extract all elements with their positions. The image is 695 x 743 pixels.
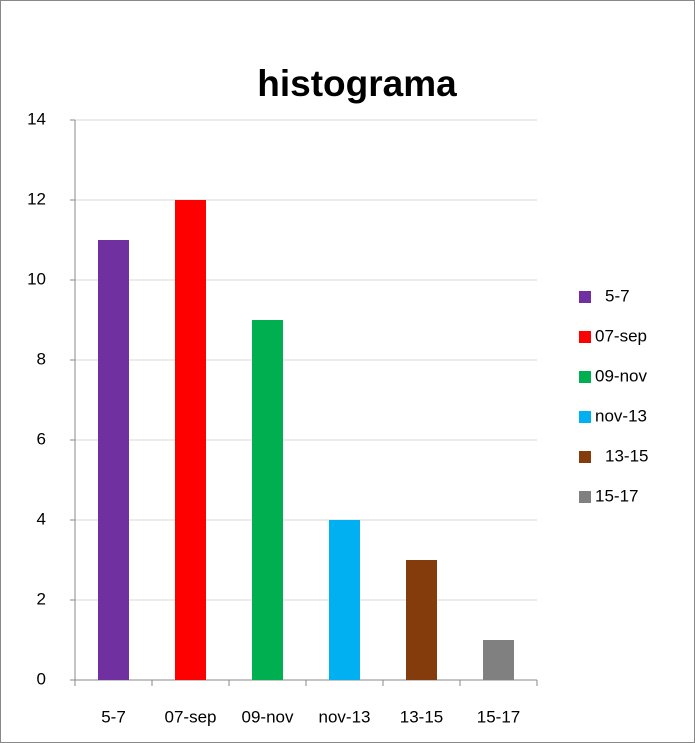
- y-tick-label: 12: [27, 189, 46, 208]
- x-tick-label: 09-nov: [242, 707, 294, 726]
- x-tick-label: 5-7: [101, 707, 126, 726]
- legend-label: 5-7: [605, 286, 630, 305]
- y-tick-label: 0: [37, 669, 46, 688]
- legend-label: nov-13: [595, 406, 647, 425]
- y-tick-label: 6: [37, 429, 46, 448]
- legend-swatch: [579, 491, 591, 503]
- legend-swatch: [579, 451, 591, 463]
- bar: [329, 520, 360, 680]
- bar: [406, 560, 437, 680]
- bar: [98, 240, 129, 680]
- x-tick-label: 07-sep: [165, 707, 217, 726]
- bar: [252, 320, 283, 680]
- legend-swatch: [579, 411, 591, 423]
- x-tick-label: 13-15: [400, 707, 443, 726]
- legend-swatch: [579, 291, 591, 303]
- bar: [175, 200, 206, 680]
- y-tick-label: 4: [37, 509, 46, 528]
- y-tick-label: 2: [37, 589, 46, 608]
- bar: [483, 640, 514, 680]
- legend-swatch: [579, 331, 591, 343]
- legend-label: 07-sep: [595, 326, 647, 345]
- x-tick-label: nov-13: [319, 707, 371, 726]
- legend-label: 15-17: [595, 486, 638, 505]
- x-tick-label: 15-17: [477, 707, 520, 726]
- y-tick-label: 14: [27, 109, 46, 128]
- legend-label: 09-nov: [595, 366, 647, 385]
- legend-swatch: [579, 371, 591, 383]
- legend-label: 13-15: [605, 446, 648, 465]
- y-tick-label: 10: [27, 269, 46, 288]
- y-tick-label: 8: [37, 349, 46, 368]
- chart-title: histograma: [257, 63, 457, 104]
